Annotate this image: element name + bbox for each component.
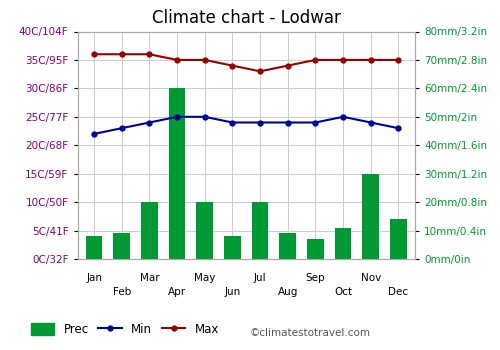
Text: Nov: Nov [360, 273, 381, 283]
Text: Dec: Dec [388, 287, 408, 297]
Text: Feb: Feb [112, 287, 131, 297]
Bar [196, 202, 213, 259]
Bar [252, 202, 268, 259]
Title: Climate chart - Lodwar: Climate chart - Lodwar [152, 9, 340, 27]
Legend: Prec, Min, Max: Prec, Min, Max [26, 318, 224, 341]
Text: May: May [194, 273, 216, 283]
Text: Jun: Jun [224, 287, 240, 297]
Bar [114, 233, 130, 259]
Bar [362, 174, 379, 259]
Text: Oct: Oct [334, 287, 352, 297]
Text: Apr: Apr [168, 287, 186, 297]
Text: Aug: Aug [278, 287, 298, 297]
Bar [224, 236, 240, 259]
Text: ©climatestotravel.com: ©climatestotravel.com [250, 328, 371, 338]
Bar [169, 88, 186, 259]
Bar [307, 239, 324, 259]
Bar [280, 233, 296, 259]
Bar [141, 202, 158, 259]
Text: Jan: Jan [86, 273, 102, 283]
Text: Jul: Jul [254, 273, 266, 283]
Bar [390, 219, 406, 259]
Text: Sep: Sep [306, 273, 325, 283]
Bar [86, 236, 102, 259]
Text: Mar: Mar [140, 273, 159, 283]
Bar [335, 228, 351, 259]
